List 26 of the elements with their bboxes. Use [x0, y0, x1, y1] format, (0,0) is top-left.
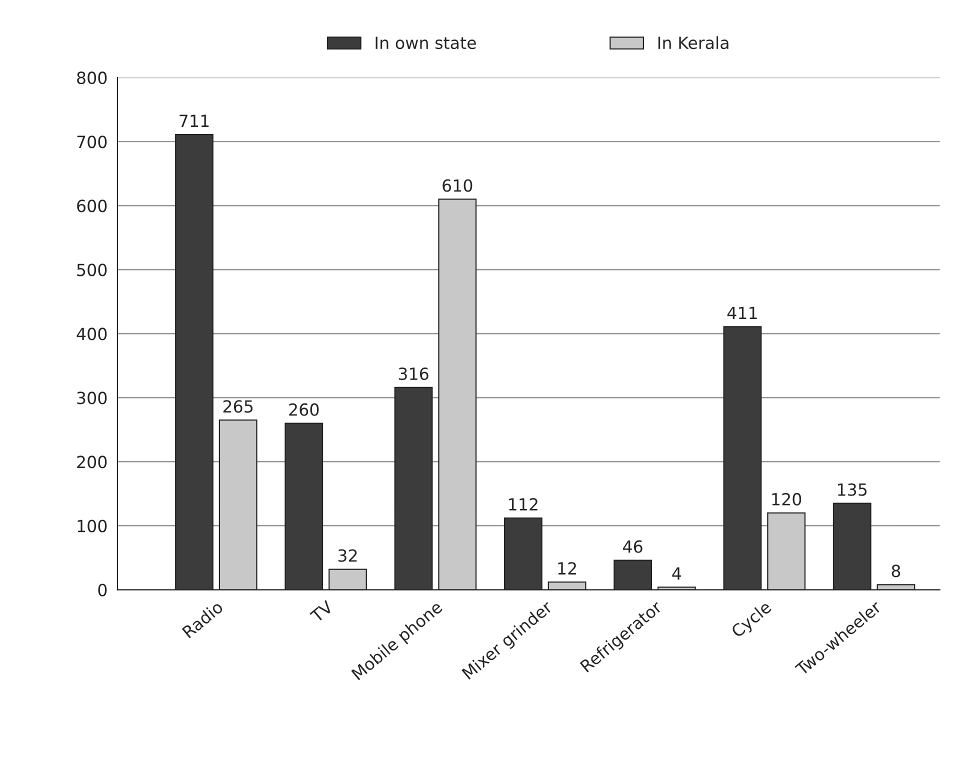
data-label: 12	[558, 562, 576, 574]
data-label: 260	[289, 403, 319, 416]
y-tick-label: 800	[77, 72, 107, 84]
data-label: 411	[727, 306, 757, 320]
data-label: 711	[180, 114, 209, 127]
legend-label: In own state	[376, 36, 476, 50]
data-label: 8	[892, 564, 900, 578]
data-label: 4	[672, 567, 682, 580]
data-label: 112	[509, 498, 538, 510]
data-label: 265	[223, 400, 253, 413]
data-label: 135	[838, 483, 867, 496]
data-label: 46	[623, 540, 642, 553]
legend-label: In Kerala	[658, 36, 728, 50]
data-label: 316	[398, 367, 428, 380]
y-tick-label: 500	[77, 264, 107, 276]
data-label: 610	[442, 179, 472, 192]
y-tick-label: 200	[77, 456, 107, 468]
data-label: 120	[772, 492, 802, 506]
y-tick-label: 700	[77, 136, 107, 148]
y-tick-label: 100	[78, 520, 107, 532]
x-tick-label: TV	[310, 600, 334, 624]
y-tick-label: 300	[77, 392, 107, 404]
y-tick-label: 600	[77, 200, 107, 212]
y-tick-label: 400	[76, 328, 107, 340]
y-tick-label: 0	[98, 584, 107, 596]
data-label: 32	[338, 549, 357, 562]
